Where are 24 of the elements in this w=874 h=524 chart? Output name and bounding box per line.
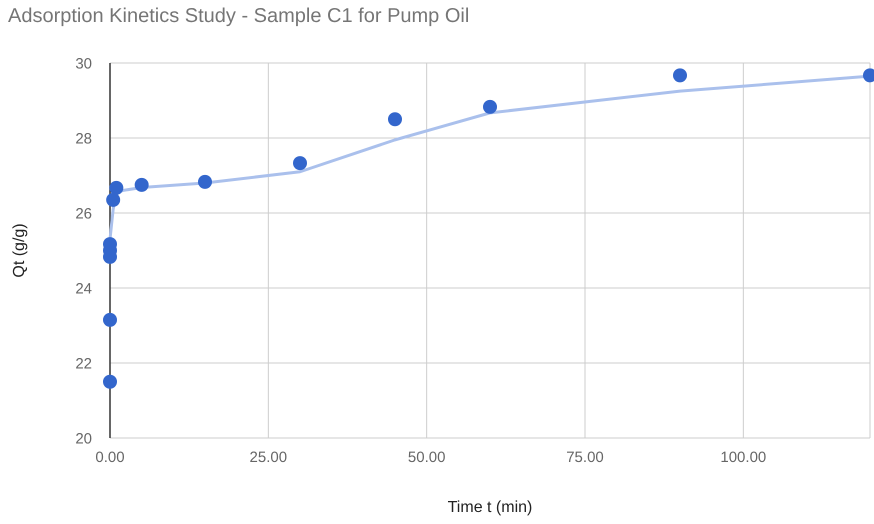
point: [134, 178, 149, 192]
x-axis-title: Time t (min): [448, 499, 532, 516]
point: [103, 312, 117, 327]
y-tick-label: 30: [75, 55, 92, 72]
point: [293, 156, 307, 170]
x-tick-label: 100.00: [720, 449, 766, 466]
point: [673, 68, 687, 82]
x-tick-label: 50.00: [408, 449, 446, 466]
x-tick-label: 75.00: [566, 449, 604, 466]
y-tick-label: 28: [75, 130, 92, 148]
x-tick-label: 0.00: [95, 449, 125, 466]
point: [483, 100, 497, 114]
y-tick-label: 20: [75, 430, 92, 448]
point: [106, 192, 120, 207]
point: [103, 374, 117, 389]
y-tick-label: 22: [75, 355, 92, 372]
point: [388, 112, 402, 126]
point: [198, 174, 212, 189]
y-tick-label: 24: [75, 280, 92, 298]
x-tick-label: 25.00: [250, 449, 288, 466]
point: [109, 180, 124, 195]
y-tick-label: 26: [75, 205, 92, 222]
y-axis-title: Qt (g/g): [11, 223, 28, 278]
chart-title: Adsorption Kinetics Study - Sample C1 for Pump Oil: [8, 5, 470, 27]
